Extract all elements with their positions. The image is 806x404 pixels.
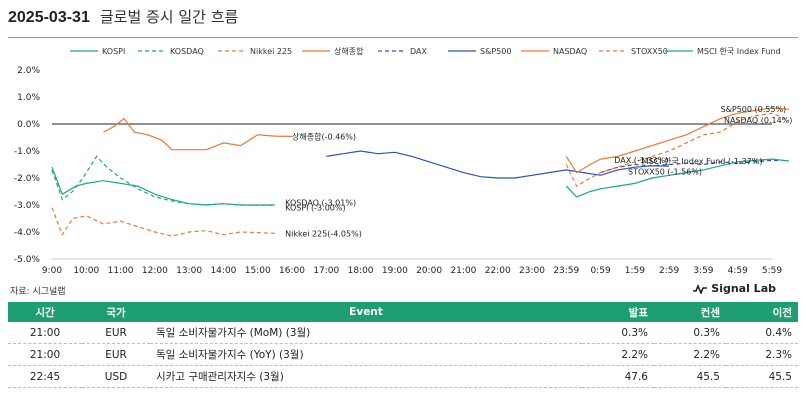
x-tick-label: 23:59 (553, 266, 579, 276)
data-label: 상해종합(-0.46%) (292, 131, 356, 141)
data-label: KOSPI (-3.00%) (285, 204, 345, 213)
global-index-chart: KOSPI KOSDAQ Nikkei 225 상해종합 DAX S&P500 NASDAQ… (14, 46, 793, 276)
x-tick-label: 9:00 (42, 266, 62, 276)
series-line (103, 117, 293, 151)
column-header-actual: 발표 (582, 302, 654, 322)
legend-label: S&P500 (480, 47, 511, 56)
series-line (565, 112, 790, 187)
series-line (51, 155, 275, 206)
event-name: 독일 소비자물가지수 (MoM) (3월) (150, 322, 582, 344)
x-tick-label: 12:00 (142, 266, 168, 276)
data-label: S&P500 (0.55%) (721, 105, 787, 114)
source-note: 자료: 시그널랩 (10, 287, 66, 297)
brand-logo: Signal Lab (693, 282, 776, 295)
y-tick-label: -5.0% (14, 255, 41, 265)
y-tick-label: -3.0% (14, 201, 41, 211)
table-row: 21:00 EUR 독일 소비자물가지수 (MoM) (3월) 0.3% 0.3… (8, 322, 798, 344)
table-row: 21:00 EUR 독일 소비자물가지수 (YoY) (3월) 2.2% 2.2… (8, 343, 798, 366)
report-date: 2025-03-31 (8, 9, 90, 26)
column-header-consensus: 컨센 (654, 302, 726, 322)
event-country: EUR (82, 322, 150, 344)
x-tick-label: 15:00 (245, 266, 271, 276)
event-time: 21:00 (8, 322, 82, 344)
legend-label: NASDAQ (553, 47, 587, 56)
series-line (565, 158, 790, 198)
event-time: 21:00 (8, 343, 82, 366)
x-tick-label: 4:59 (728, 266, 748, 276)
event-name: 시카고 구매관리자지수 (3월) (150, 365, 582, 388)
event-previous: 2.3% (726, 343, 798, 366)
event-consensus: 45.5 (654, 365, 726, 388)
column-header-event: Event (150, 302, 582, 322)
x-tick-label: 17:00 (313, 266, 339, 276)
x-tick-label: 11:00 (108, 266, 134, 276)
event-country: EUR (82, 343, 150, 366)
event-consensus: 2.2% (654, 343, 726, 366)
table-header-row: 시간 국가 Event 발표 컨센 이전 (8, 302, 798, 322)
legend-label: KOSPI (102, 47, 125, 56)
x-tick-label: 1:59 (625, 266, 645, 276)
series-line (326, 150, 670, 179)
x-tick-label: 13:00 (176, 266, 202, 276)
x-tick-label: 22:00 (485, 266, 511, 276)
x-tick-label: 2:59 (659, 266, 679, 276)
legend-label: 상해종합 (334, 46, 364, 56)
event-name: 독일 소비자물가지수 (YoY) (3월) (150, 343, 582, 366)
column-header-time: 시간 (8, 302, 82, 322)
legend-label: DAX (410, 47, 427, 56)
legend-label: Nikkei 225 (250, 47, 292, 56)
header-divider (8, 37, 798, 38)
event-actual: 0.3% (582, 322, 654, 344)
event-previous: 45.5 (726, 365, 798, 388)
x-tick-label: 18:00 (348, 266, 374, 276)
economic-events-table: 시간 국가 Event 발표 컨센 이전 21:00 EUR 독일 소비자물가지… (8, 302, 798, 388)
y-tick-label: -2.0% (14, 174, 41, 184)
event-consensus: 0.3% (654, 322, 726, 344)
legend-label: STOXX50 (631, 47, 668, 56)
event-actual: 47.6 (582, 365, 654, 388)
legend-label: MSCI 한국 Index Fund (697, 47, 781, 56)
series-line (51, 207, 275, 237)
series-line (565, 107, 790, 174)
x-tick-label: 3:59 (693, 266, 713, 276)
event-actual: 2.2% (582, 343, 654, 366)
data-label: MSCI 한국 Index Fund (-1.37%) (642, 157, 763, 166)
event-time: 22:45 (8, 365, 82, 388)
x-tick-label: 21:00 (450, 266, 476, 276)
y-tick-label: -1.0% (14, 147, 41, 157)
brand-name: Signal Lab (711, 282, 776, 295)
page-title: 글로벌 증시 일간 흐름 (99, 8, 239, 26)
legend-label: KOSDAQ (170, 47, 204, 56)
x-tick-label: 20:00 (416, 266, 442, 276)
x-tick-label: 23:00 (519, 266, 545, 276)
data-label: NASDAQ (0.14%) (724, 116, 792, 125)
y-tick-label: 0.0% (17, 120, 40, 130)
table-row: 22:45 USD 시카고 구매관리자지수 (3월) 47.6 45.5 45.… (8, 365, 798, 388)
data-label: KOSDAQ (-3.01%) (285, 198, 356, 207)
signal-wave-icon (693, 283, 708, 294)
column-header-previous: 이전 (726, 302, 798, 322)
y-tick-label: -4.0% (14, 228, 41, 238)
page-header: 2025-03-31 글로벌 증시 일간 흐름 (8, 6, 238, 30)
column-header-country: 국가 (82, 302, 150, 322)
event-previous: 0.4% (726, 322, 798, 344)
event-country: USD (82, 365, 150, 388)
y-tick-label: 1.0% (17, 93, 40, 103)
data-label: Nikkei 225(-4.05%) (285, 229, 362, 238)
x-tick-label: 10:00 (73, 266, 99, 276)
series-line (51, 166, 275, 206)
x-tick-label: 5:59 (762, 266, 782, 276)
data-label: DAX (-1.33%) (614, 156, 668, 165)
y-tick-label: 2.0% (17, 66, 40, 76)
x-tick-label: 0:59 (590, 266, 610, 276)
x-tick-label: 16:00 (279, 266, 305, 276)
x-tick-label: 14:00 (210, 266, 236, 276)
data-label: STOXX50 (-1.56%) (628, 167, 702, 176)
x-tick-label: 19:00 (382, 266, 408, 276)
